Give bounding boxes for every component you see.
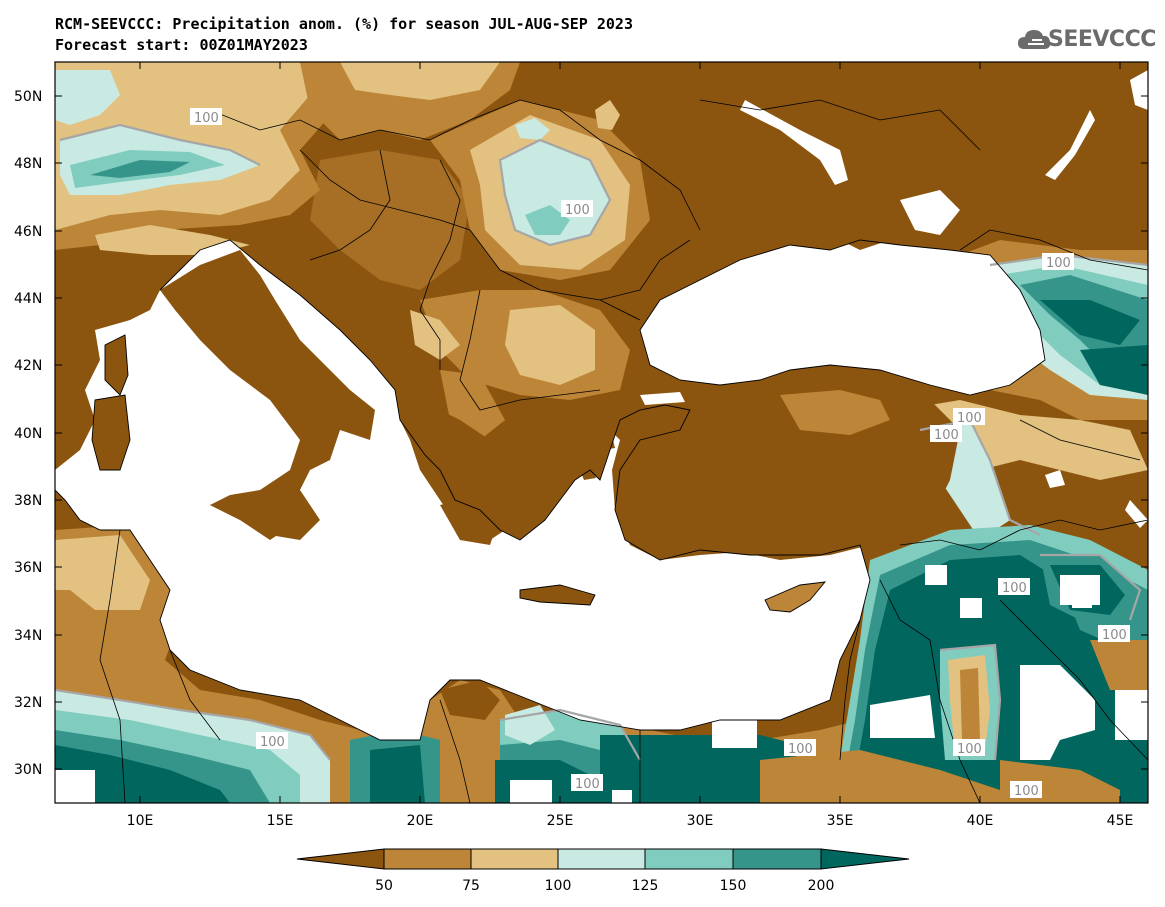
contour-labels: 100 100 100 100 100 100 100 100 100 100 … bbox=[190, 108, 1130, 799]
country-borders bbox=[99, 99, 1148, 803]
lat-label: 32N bbox=[14, 695, 42, 711]
contour-label: 100 bbox=[575, 777, 600, 792]
lat-label: 44N bbox=[14, 291, 42, 307]
lat-label: 46N bbox=[14, 224, 42, 240]
colorbar-label: 200 bbox=[808, 878, 835, 894]
lat-axis bbox=[55, 95, 1148, 770]
lon-label: 45E bbox=[1107, 813, 1134, 829]
lon-label: 20E bbox=[407, 813, 434, 829]
seevccc-logo-text: SEEVCCC bbox=[1048, 27, 1156, 52]
lon-axis bbox=[139, 62, 1121, 803]
lon-label: 15E bbox=[267, 813, 294, 829]
lat-label: 38N bbox=[14, 493, 42, 509]
contour-label: 100 bbox=[1046, 256, 1071, 271]
contour-label: 100 bbox=[934, 428, 959, 443]
lon-labels: 10E 15E 20E 25E 30E 35E 40E 45E bbox=[127, 813, 1134, 829]
contour-label: 100 bbox=[957, 411, 982, 426]
colorbar-segment bbox=[470, 848, 559, 870]
colorbar-label: 75 bbox=[462, 878, 480, 894]
colorbar-segment bbox=[296, 848, 385, 870]
colorbar-segment bbox=[644, 848, 734, 870]
colorbar-segment bbox=[820, 848, 910, 870]
chart-title: RCM-SEEVCCC: Precipitation anom. (%) for… bbox=[55, 15, 633, 33]
lat-label: 40N bbox=[14, 426, 42, 442]
map-field: 100 100 100 100 100 100 100 100 100 100 … bbox=[55, 62, 1148, 803]
lat-label: 30N bbox=[14, 762, 42, 778]
coastlines bbox=[55, 239, 1046, 741]
lon-label: 25E bbox=[547, 813, 574, 829]
colorbar-segment bbox=[557, 848, 646, 870]
lat-label: 50N bbox=[14, 89, 42, 105]
colorbar-labels: 50 75 100 125 150 200 bbox=[375, 878, 834, 894]
lon-label: 40E bbox=[967, 813, 994, 829]
lon-label: 30E bbox=[687, 813, 714, 829]
lat-label: 34N bbox=[14, 628, 42, 644]
lat-label: 36N bbox=[14, 560, 42, 576]
colorbar-label: 125 bbox=[632, 878, 659, 894]
contour-label: 100 bbox=[1002, 581, 1027, 596]
contour-label: 100 bbox=[565, 203, 590, 218]
colorbar-label: 150 bbox=[720, 878, 747, 894]
colorbar-segment bbox=[732, 848, 822, 870]
cloud-logo-icon bbox=[1018, 30, 1051, 49]
contour-label: 100 bbox=[260, 735, 285, 750]
contour-label: 100 bbox=[788, 742, 813, 757]
colorbar-label: 50 bbox=[375, 878, 393, 894]
lat-label: 48N bbox=[14, 156, 42, 172]
contour-label: 100 bbox=[1014, 784, 1039, 799]
colorbar bbox=[296, 848, 910, 870]
contour-label: 100 bbox=[1102, 628, 1127, 643]
contour-label: 100 bbox=[194, 111, 219, 126]
colorbar-label: 100 bbox=[545, 878, 572, 894]
contour-label: 100 bbox=[957, 742, 982, 757]
lat-labels: 50N 48N 46N 44N 42N 40N 38N 36N 34N 32N … bbox=[14, 89, 42, 778]
colorbar-segment bbox=[383, 848, 472, 870]
lon-label: 10E bbox=[127, 813, 154, 829]
forecast-start-label: Forecast start: 00Z01MAY2023 bbox=[55, 36, 308, 54]
lon-label: 35E bbox=[827, 813, 854, 829]
lat-label: 42N bbox=[14, 358, 42, 374]
